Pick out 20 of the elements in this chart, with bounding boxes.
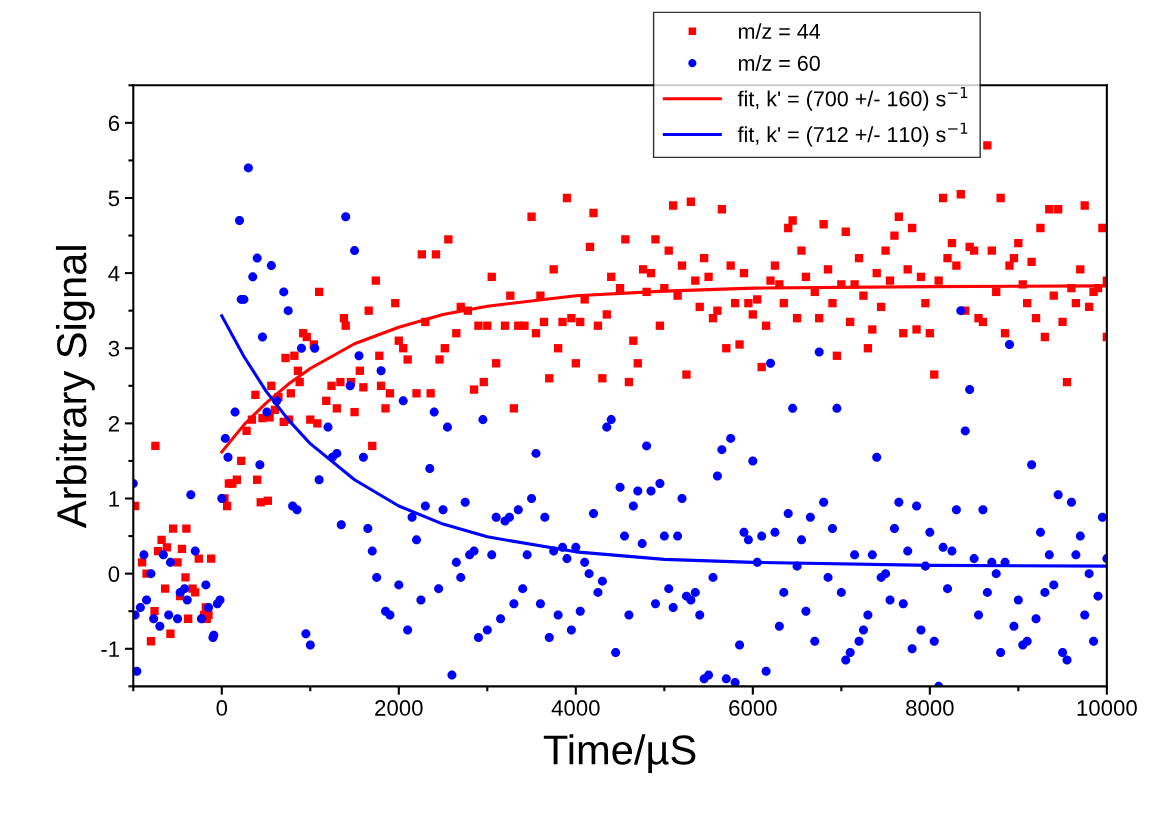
x-tick-label: 2000 <box>375 700 423 716</box>
y-tick-label: -1 <box>101 641 120 657</box>
x-tick-label: 8000 <box>906 700 954 716</box>
x-tick-label: 0 <box>216 700 228 716</box>
y-tick-label: 1 <box>109 491 120 507</box>
x-axis-title: Time/µS <box>543 734 696 773</box>
legend-label: fit, k' = (712 +/- 110) s$^{−1}$ <box>737 122 968 147</box>
x-tick-label: 4000 <box>551 700 600 716</box>
y-tick-label: 4 <box>108 265 120 282</box>
y-tick-label: 3 <box>108 340 120 357</box>
legend-label: fit, k' = (700 +/- 160) s$^{−1}$ <box>737 86 968 111</box>
y-tick-label: 6 <box>108 115 120 132</box>
y-axis-title: Arbitrary Signal <box>55 246 95 529</box>
y-tick-label: 5 <box>108 190 120 207</box>
legend-label: m/z = 44 <box>738 23 821 39</box>
x-tick-label: 10000 <box>1077 700 1137 716</box>
x-tick-label: 6000 <box>729 700 777 716</box>
y-tick-label: 2 <box>108 415 119 432</box>
legend-label: m/z = 60 <box>738 55 820 71</box>
y-tick-label: 0 <box>108 566 120 582</box>
